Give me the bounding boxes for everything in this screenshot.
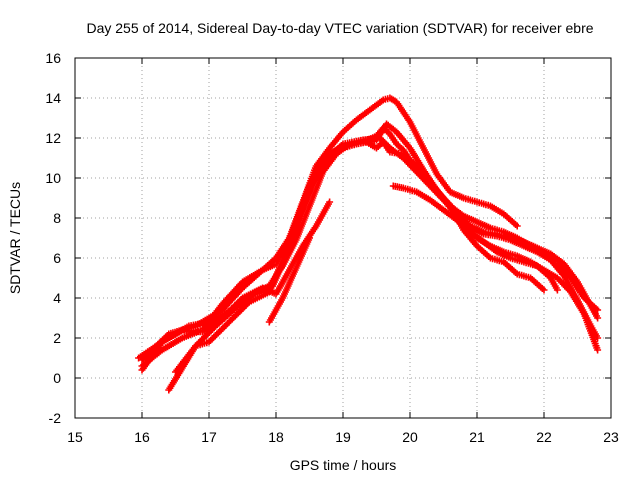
x-tick-label: 17 xyxy=(201,429,217,445)
series-track-6 xyxy=(138,198,334,374)
x-tick-label: 19 xyxy=(335,429,351,445)
series-markers xyxy=(389,182,561,294)
y-tick-label: -2 xyxy=(49,410,62,426)
series-track-9 xyxy=(446,202,548,294)
axis-tick-labels: 15 16 17 18 19 20 21 22 23 -2 0 2 4 6 8 10 12 14 16 xyxy=(45,50,619,445)
chart-title: Day 255 of 2014, Sidereal Day-to-day VTE… xyxy=(86,20,593,36)
y-tick-label: 16 xyxy=(45,50,61,66)
data-layer xyxy=(135,94,602,394)
x-tick-label: 16 xyxy=(134,429,150,445)
x-tick-label: 18 xyxy=(268,429,284,445)
y-tick-label: 4 xyxy=(53,290,61,306)
y-tick-label: 8 xyxy=(53,210,61,226)
axis-ticks xyxy=(74,57,612,419)
x-tick-label: 21 xyxy=(469,429,485,445)
x-tick-label: 22 xyxy=(536,429,552,445)
series-track-4 xyxy=(172,136,602,376)
x-tick-label: 23 xyxy=(603,429,619,445)
y-tick-label: 12 xyxy=(45,130,61,146)
x-tick-label: 20 xyxy=(402,429,418,445)
y-axis-label: SDTVAR / TECUs xyxy=(7,182,23,294)
grid xyxy=(75,58,611,418)
y-tick-label: 14 xyxy=(45,90,61,106)
y-tick-label: 10 xyxy=(45,170,61,186)
y-tick-label: 0 xyxy=(53,370,61,386)
series-markers xyxy=(138,198,334,374)
series-track-5 xyxy=(165,124,602,394)
y-tick-label: 2 xyxy=(53,330,61,346)
series-track-8 xyxy=(389,182,561,294)
series-markers xyxy=(165,124,602,394)
series-markers xyxy=(265,234,313,326)
series-markers xyxy=(446,202,548,294)
y-tick-label: 6 xyxy=(53,250,61,266)
x-axis-label: GPS time / hours xyxy=(290,457,397,473)
x-tick-label: 15 xyxy=(67,429,83,445)
series-track-7 xyxy=(265,234,313,326)
series-markers xyxy=(172,136,602,376)
